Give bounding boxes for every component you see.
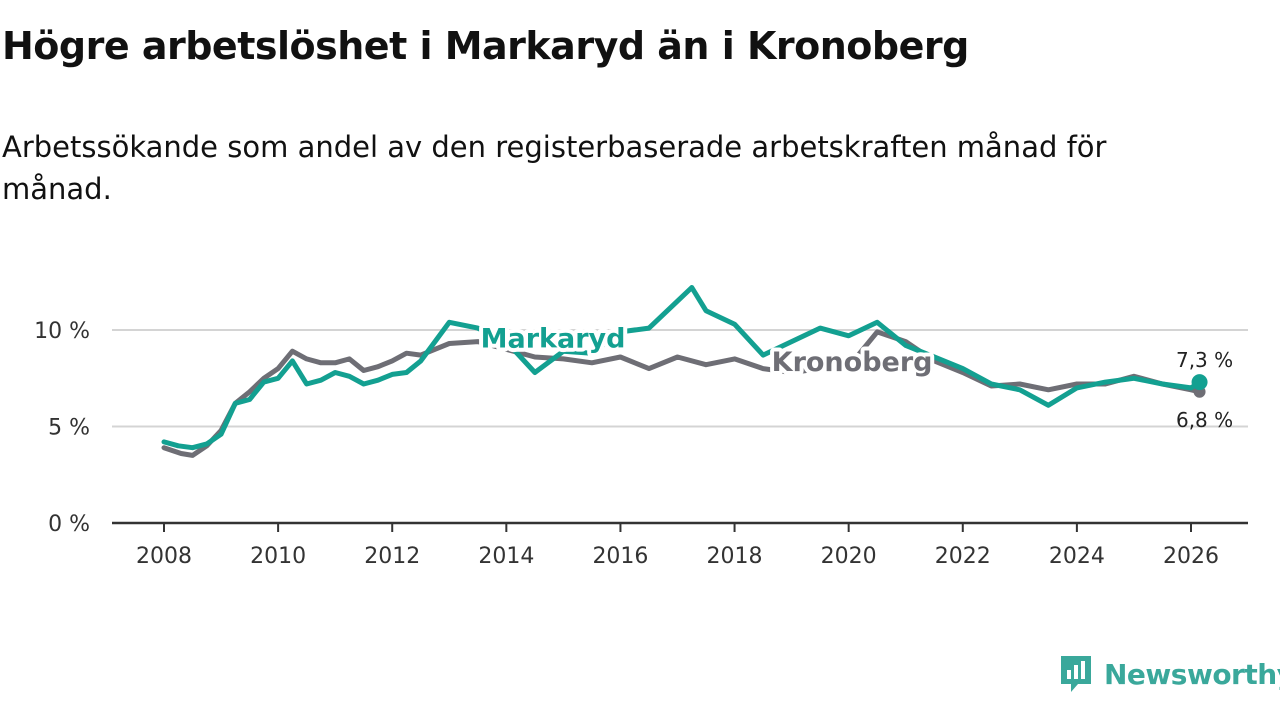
x-tick-label: 2008	[136, 544, 192, 569]
y-tick-label: 0 %	[48, 512, 90, 537]
end-value-markaryd: 7,3 %	[1176, 348, 1233, 372]
x-tick-label: 2010	[250, 544, 306, 569]
series-lines	[161, 285, 1203, 458]
chart-title: Högre arbetslöshet i Markaryd än i Krono…	[2, 24, 969, 68]
x-tick-label: 2014	[478, 544, 534, 569]
x-tick-label: 2018	[707, 544, 763, 569]
x-tick-label: 2024	[1049, 544, 1105, 569]
y-tick-label: 5 %	[48, 416, 90, 441]
series-label-kronoberg: Kronoberg	[772, 347, 933, 378]
x-axis: 2008 2010 2012 2014 2016 2018 2020 2022 2024 2026	[112, 521, 1248, 569]
line-chart: 0 %5 %10 % 2008 2010 2012 2014 2016 2018 2020 2…	[34, 285, 1248, 569]
brand-logo: Newsworthy	[1058, 652, 1280, 696]
newsworthy-logo-icon	[1061, 656, 1091, 692]
x-tick-label: 2016	[592, 544, 648, 569]
x-tick-label: 2026	[1163, 544, 1219, 569]
chart-subtitle: Arbetssökande som andel av den registerb…	[2, 130, 1107, 206]
end-markers: 6,8 % 7,3 %	[1176, 348, 1233, 432]
series-line-kronoberg	[161, 329, 1203, 458]
x-tick-label: 2012	[364, 544, 420, 569]
series-line-markaryd	[161, 285, 1203, 451]
brand-name: Newsworthy	[1104, 657, 1280, 691]
end-value-kronoberg: 6,8 %	[1176, 408, 1233, 432]
x-tick-label: 2022	[935, 544, 991, 569]
y-tick-label: 10 %	[34, 319, 90, 344]
y-axis-ticks: 0 % 5 % 10 %	[34, 319, 90, 537]
series-labels: Kronoberg Markaryd	[477, 320, 937, 382]
end-dot-markaryd	[1191, 374, 1208, 391]
series-label-markaryd: Markaryd	[481, 324, 626, 355]
grid-lines	[112, 329, 1248, 428]
x-tick-label: 2020	[821, 544, 877, 569]
